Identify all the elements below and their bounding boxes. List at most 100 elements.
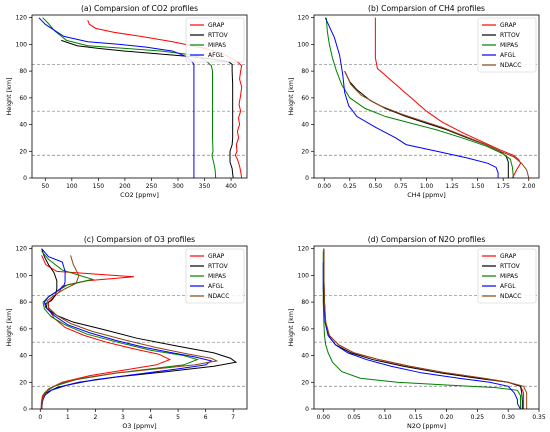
x-tick-label: 0.25 xyxy=(471,414,485,421)
y-tick-label: 80 xyxy=(19,299,27,306)
legend-label: MIPAS xyxy=(500,273,518,280)
legend: GRAP RTTOV MIPAS AFGL NDACC xyxy=(185,248,245,304)
legend-label: GRAP xyxy=(208,253,225,260)
legend-label: AFGL xyxy=(208,283,224,290)
x-axis-label: CO2 [ppmv] xyxy=(120,191,159,199)
y-tick-label: 0 xyxy=(305,175,309,182)
y-tick-label: 120 xyxy=(16,246,28,253)
y-tick-label: 20 xyxy=(301,148,309,155)
series-line-grap xyxy=(87,20,243,178)
series-line-afgl xyxy=(41,248,213,409)
x-tick-label: 300 xyxy=(172,183,184,190)
legend-label: RTTOV xyxy=(208,263,229,270)
x-tick-label: 0.50 xyxy=(369,183,383,190)
x-tick-label: 2 xyxy=(93,414,97,421)
y-tick-label: 0 xyxy=(305,406,309,413)
plot-frame xyxy=(31,245,248,410)
y-tick-label: 0 xyxy=(23,406,27,413)
y-tick-label: 80 xyxy=(19,68,27,75)
x-tick-label: 3 xyxy=(121,414,125,421)
x-tick-label: 0.30 xyxy=(501,414,515,421)
x-tick-label: 100 xyxy=(66,183,78,190)
legend-label: RTTOV xyxy=(500,32,521,39)
x-tick-label: 0.00 xyxy=(318,183,332,190)
x-tick-label: 200 xyxy=(119,183,131,190)
legend: GRAP RTTOV MIPAS AFGL xyxy=(185,17,245,63)
series-line-mipas xyxy=(325,17,514,178)
legend-label: MIPAS xyxy=(500,42,518,49)
series-line-mipas xyxy=(42,17,217,178)
legend-label: MIPAS xyxy=(208,273,226,280)
y-tick-label: 60 xyxy=(19,95,27,102)
x-tick-label: 0.10 xyxy=(378,414,392,421)
plot-frame xyxy=(31,14,248,179)
legend-box xyxy=(185,248,245,304)
y-tick-label: 100 xyxy=(16,41,28,48)
panel-1: (a) Comparsion of CO2 profiles 50 100 150 20… xyxy=(5,4,248,199)
legend-label: MIPAS xyxy=(208,42,226,49)
y-tick-label: 20 xyxy=(19,148,27,155)
series-line-afgl xyxy=(324,17,499,178)
legend: GRAP RTTOV MIPAS AFGL NDACC xyxy=(477,248,537,304)
legend-label: NDACC xyxy=(208,293,229,300)
x-tick-label: 1.50 xyxy=(471,183,485,190)
x-tick-label: 1.75 xyxy=(497,183,511,190)
y-tick-label: 60 xyxy=(19,326,27,333)
y-tick-label: 40 xyxy=(301,122,309,129)
series-line-ndacc xyxy=(344,70,530,178)
x-tick-label: 150 xyxy=(93,183,105,190)
series-line-rttov xyxy=(344,70,509,178)
x-tick-label: 0.15 xyxy=(409,414,423,421)
x-axis-label: N2O [ppmv] xyxy=(407,422,446,430)
y-tick-label: 120 xyxy=(16,15,28,22)
x-tick-label: 0 xyxy=(38,414,42,421)
legend-label: AFGL xyxy=(208,52,224,59)
x-tick-label: 350 xyxy=(199,183,211,190)
y-tick-label: 80 xyxy=(301,68,309,75)
x-axis-label: CH4 [ppmv] xyxy=(407,191,445,199)
y-tick-label: 100 xyxy=(298,272,310,279)
y-tick-label: 0 xyxy=(23,175,27,182)
y-axis-label: Height [km] xyxy=(287,308,295,346)
x-tick-label: 1.00 xyxy=(420,183,434,190)
series-line-grap xyxy=(40,255,172,409)
panel-4: (d) Comparsion of N2O profiles 0.00 0.05 0.… xyxy=(287,235,546,430)
y-tick-label: 20 xyxy=(19,379,27,386)
x-tick-label: 1.25 xyxy=(445,183,459,190)
x-tick-label: 1 xyxy=(66,414,70,421)
plot-frame xyxy=(313,245,540,410)
x-tick-label: 0.05 xyxy=(347,414,361,421)
chart-title: (a) Comparsion of CO2 profiles xyxy=(81,4,198,13)
y-axis-label: Height [km] xyxy=(5,308,13,346)
x-tick-label: 0.20 xyxy=(440,414,454,421)
x-tick-label: 0.35 xyxy=(532,414,546,421)
x-tick-label: 2.00 xyxy=(522,183,536,190)
legend-label: AFGL xyxy=(500,52,516,59)
chart-title: (b) Comparsion of CH4 profiles xyxy=(368,4,485,13)
x-tick-label: 6 xyxy=(204,414,208,421)
legend: GRAP RTTOV MIPAS AFGL NDACC xyxy=(477,17,537,73)
y-tick-label: 100 xyxy=(298,41,310,48)
series-line-afgl xyxy=(38,17,195,178)
y-tick-label: 40 xyxy=(19,353,27,360)
y-axis-label: Height [km] xyxy=(5,77,13,115)
series-line-mipas xyxy=(322,251,522,409)
series-line-afgl xyxy=(322,262,521,409)
x-tick-label: 50 xyxy=(41,183,49,190)
panel-3: (c) Comparsion of O3 profiles 0 1 2 3 4 5 6 7 0 20… xyxy=(5,235,248,430)
x-tick-label: 0.75 xyxy=(394,183,408,190)
x-tick-label: 250 xyxy=(146,183,158,190)
y-tick-label: 100 xyxy=(16,272,28,279)
x-axis-label: O3 [ppmv] xyxy=(122,422,156,430)
y-axis-label: Height [km] xyxy=(287,77,295,115)
x-tick-label: 0.25 xyxy=(343,183,357,190)
legend-box xyxy=(477,17,537,73)
y-tick-label: 20 xyxy=(301,379,309,386)
y-tick-label: 60 xyxy=(301,95,309,102)
panel-2: (b) Comparsion of CH4 profiles 0.00 0.25 0.… xyxy=(287,4,540,199)
legend-label: GRAP xyxy=(500,22,517,29)
series-line-ndacc xyxy=(41,255,219,409)
legend-box xyxy=(185,17,245,63)
y-tick-label: 40 xyxy=(301,353,309,360)
